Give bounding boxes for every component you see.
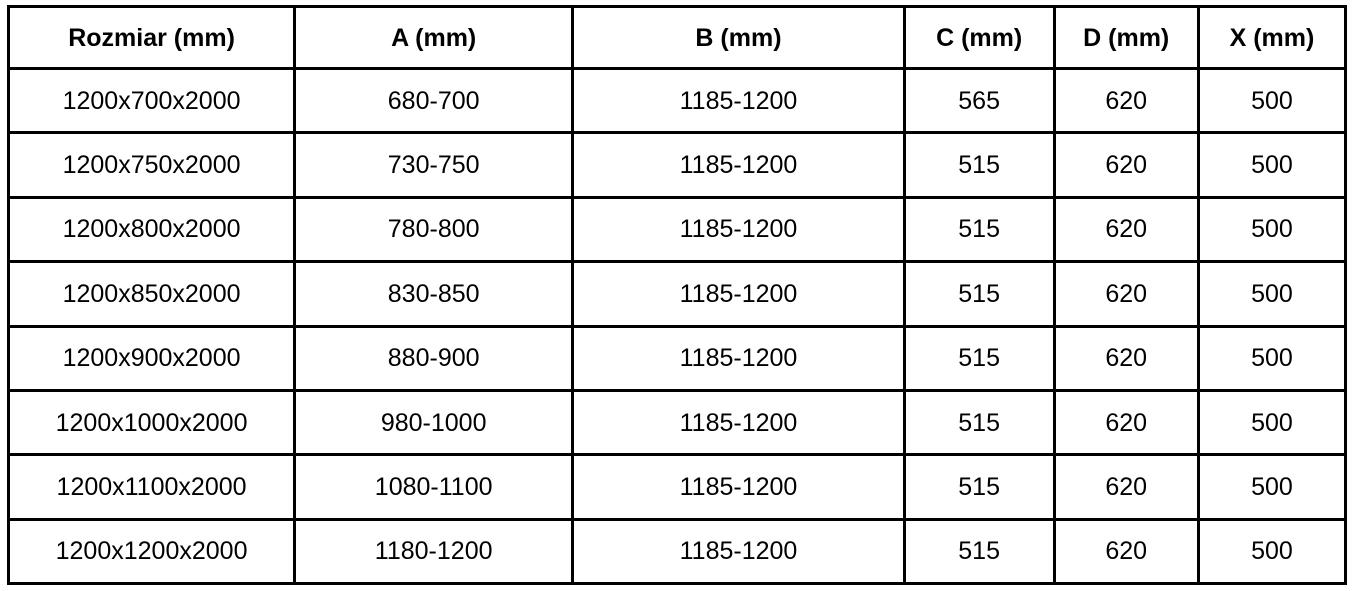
table-cell: 830-850 [293, 260, 575, 328]
table-cell: 1185-1200 [571, 453, 906, 521]
table-cell: 1180-1200 [293, 517, 575, 586]
table-cell: 1080-1100 [293, 453, 575, 521]
table-row: 1200x700x2000 680-700 1185-1200 565 620 … [6, 66, 1348, 135]
table-cell: 880-900 [293, 324, 575, 392]
table-cell: 620 [1052, 517, 1200, 586]
table-cell: 1200x850x2000 [6, 260, 297, 328]
table-cell: 730-750 [293, 131, 575, 199]
column-header-a: A (mm) [293, 5, 575, 70]
table-row: 1200x750x2000 730-750 1185-1200 515 620 … [6, 131, 1348, 199]
table-cell: 515 [902, 260, 1056, 328]
table-cell: 515 [902, 388, 1056, 457]
table-row: 1200x900x2000 880-900 1185-1200 515 620 … [6, 324, 1348, 392]
table-cell: 1200x700x2000 [6, 66, 297, 135]
table-cell: 500 [1196, 453, 1348, 521]
table-cell: 500 [1196, 131, 1348, 199]
column-header-d: D (mm) [1052, 5, 1200, 70]
table-row: 1200x800x2000 780-800 1185-1200 515 620 … [6, 195, 1348, 264]
table-cell: 1200x1100x2000 [6, 453, 297, 521]
column-header-rozmiar: Rozmiar (mm) [6, 5, 297, 70]
column-header-c: C (mm) [902, 5, 1056, 70]
table-cell: 1185-1200 [571, 131, 906, 199]
table-cell: 500 [1196, 66, 1348, 135]
table-cell: 620 [1052, 324, 1200, 392]
table-cell: 1200x1000x2000 [6, 388, 297, 457]
table-cell: 1200x750x2000 [6, 131, 297, 199]
table-cell: 620 [1052, 260, 1200, 328]
table-cell: 620 [1052, 66, 1200, 135]
table-cell: 980-1000 [293, 388, 575, 457]
table-cell: 500 [1196, 324, 1348, 392]
table-row: 1200x1000x2000 980-1000 1185-1200 515 62… [6, 388, 1348, 457]
table-cell: 1200x1200x2000 [6, 517, 297, 586]
table-cell: 620 [1052, 453, 1200, 521]
table-cell: 680-700 [293, 66, 575, 135]
header-row: Rozmiar (mm) A (mm) B (mm) C (mm) D (mm)… [6, 5, 1348, 70]
table-cell: 780-800 [293, 195, 575, 264]
table-cell: 515 [902, 324, 1056, 392]
table-cell: 515 [902, 195, 1056, 264]
table-cell: 1185-1200 [571, 324, 906, 392]
table-cell: 515 [902, 453, 1056, 521]
column-header-x: X (mm) [1196, 5, 1348, 70]
table-row: 1200x1100x2000 1080-1100 1185-1200 515 6… [6, 453, 1348, 521]
table-cell: 500 [1196, 517, 1348, 586]
table-cell: 620 [1052, 388, 1200, 457]
table-cell: 500 [1196, 388, 1348, 457]
table-cell: 500 [1196, 195, 1348, 264]
table-row: 1200x1200x2000 1180-1200 1185-1200 515 6… [6, 517, 1348, 586]
table-cell: 1185-1200 [571, 195, 906, 264]
table-cell: 1185-1200 [571, 517, 906, 586]
table-cell: 515 [902, 131, 1056, 199]
table-cell: 1185-1200 [571, 388, 906, 457]
size-spec-table: Rozmiar (mm) A (mm) B (mm) C (mm) D (mm)… [6, 5, 1348, 586]
table-row: 1200x850x2000 830-850 1185-1200 515 620 … [6, 260, 1348, 328]
table-cell: 1200x800x2000 [6, 195, 297, 264]
column-header-b: B (mm) [571, 5, 906, 70]
table-cell: 620 [1052, 195, 1200, 264]
table-cell: 1185-1200 [571, 260, 906, 328]
table-cell: 620 [1052, 131, 1200, 199]
table-cell: 1185-1200 [571, 66, 906, 135]
table-cell: 500 [1196, 260, 1348, 328]
table-cell: 1200x900x2000 [6, 324, 297, 392]
table-cell: 565 [902, 66, 1056, 135]
table-cell: 515 [902, 517, 1056, 586]
